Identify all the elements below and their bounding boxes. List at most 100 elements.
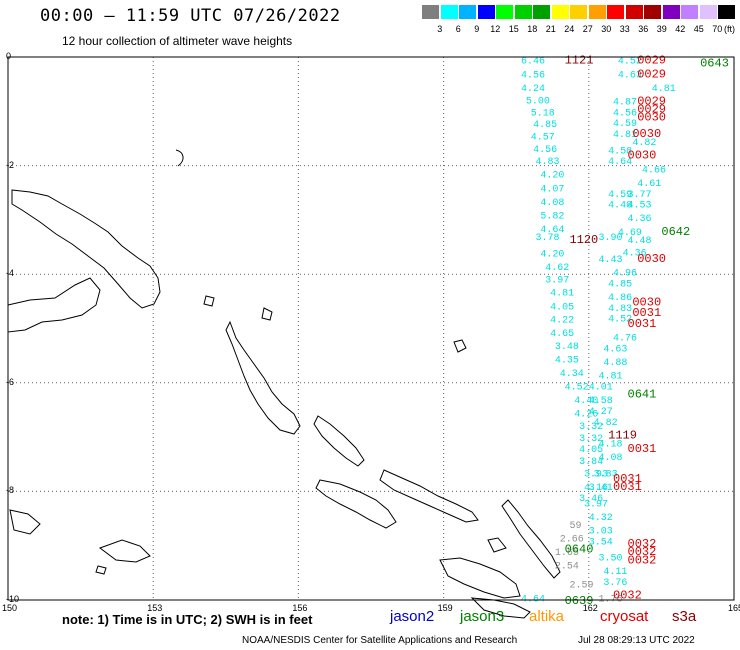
swh-value: 4.11 <box>603 567 627 578</box>
swh-value: 3.54 <box>589 537 613 548</box>
swh-value: 5.18 <box>531 108 555 119</box>
swh-value: 4.62 <box>545 263 569 274</box>
swh-value: 4.05 <box>579 445 603 456</box>
swh-value: 4.58 <box>589 396 613 407</box>
swh-value: 3.77 <box>628 190 652 201</box>
pass-time-label: 0032 <box>628 553 657 567</box>
swh-value: 4.57 <box>531 133 555 144</box>
coastline-guadalcanal <box>439 557 521 599</box>
coastline-small-2 <box>261 307 273 321</box>
legend-jason2: jason2 <box>390 608 435 625</box>
swh-value-gray: 2.54 <box>555 562 579 573</box>
coastline-small-6 <box>95 565 107 575</box>
scale-swatch <box>607 5 624 19</box>
scale-label: 18 <box>527 24 538 34</box>
lat-tick-label: -4 <box>6 268 15 279</box>
pass-time-label: 0643 <box>700 56 729 70</box>
swh-value: 4.48 <box>608 201 632 212</box>
credit-line: NOAA/NESDIS Center for Satellite Applica… <box>242 635 518 646</box>
swh-value: 4.48 <box>628 236 652 247</box>
coastlines <box>7 149 561 619</box>
swh-value: 4.34 <box>560 369 584 380</box>
swh-value: 4.07 <box>540 184 564 195</box>
pass-time-label: 0642 <box>661 225 690 239</box>
swh-value: 4.64 <box>540 225 564 236</box>
scale-swatch <box>459 5 476 19</box>
pass-time-label: 0030 <box>632 127 661 141</box>
swh-value: 4.53 <box>628 201 652 212</box>
swh-value-gray: 59 <box>569 521 581 532</box>
scale-label: 30 <box>601 24 612 34</box>
scale-swatch <box>699 5 717 19</box>
swh-value: 4.81 <box>598 372 622 383</box>
scale-swatch <box>662 5 680 19</box>
swh-value: 4.87 <box>613 97 637 108</box>
scale-swatch <box>496 5 513 19</box>
scale-swatch <box>644 5 661 19</box>
swh-value: 4.32 <box>589 513 613 524</box>
swh-value: 4.59 <box>608 190 632 201</box>
swh-value: 4.56 <box>613 108 637 119</box>
swh-value: 3.84 <box>579 457 603 468</box>
scale-label: 36 <box>638 24 649 34</box>
coastline-small-4 <box>487 537 507 553</box>
coastline-rossel <box>98 539 151 563</box>
swh-value: 4.08 <box>598 453 622 464</box>
coastline-santa-isabel <box>379 469 479 523</box>
swh-value: 4.20 <box>540 249 564 260</box>
swh-value: 4.83 <box>536 157 560 168</box>
generated-timestamp: Jul 28 08:29:13 UTC 2022 <box>578 635 695 646</box>
swh-value-gray: 2.66 <box>560 535 584 546</box>
coastline-new-ireland <box>11 189 161 309</box>
swh-value: 4.40 <box>574 396 598 407</box>
swh-value: 3.50 <box>598 554 622 565</box>
swh-value: 4.20 <box>540 171 564 182</box>
lon-tick-label: 153 <box>147 603 163 613</box>
scale-swatch <box>718 5 735 19</box>
pass-time-label: 1120 <box>569 233 598 247</box>
page-title: 00:00 – 11:59 UTC 07/26/2022 <box>40 6 341 26</box>
pass-time-label: 0029 <box>637 94 666 108</box>
coastline-malaita <box>501 499 561 579</box>
lon-tick-label: 165 <box>728 603 740 613</box>
scale-label: 33 <box>619 24 630 34</box>
swh-value: 4.69 <box>618 228 642 239</box>
swh-value: 3.32 <box>579 434 603 445</box>
pass-time-label: 0030 <box>632 295 661 309</box>
swh-value: 4.81 <box>652 84 676 95</box>
swh-value-gray: 2.59 <box>569 581 593 592</box>
coastline-small-1 <box>175 149 184 167</box>
swh-value: 4.59 <box>613 119 637 130</box>
scale-swatch <box>533 5 550 19</box>
lon-tick-label: 156 <box>292 603 308 613</box>
swh-value: 4.66 <box>642 165 666 176</box>
swh-value: 4.96 <box>613 268 637 279</box>
legend-cryosat: cryosat <box>600 608 649 625</box>
swh-value: 4.61 <box>637 179 661 190</box>
swh-value: 3.03 <box>589 526 613 537</box>
swh-value: 4.43 <box>598 255 622 266</box>
swh-value: 4.52 <box>618 57 642 68</box>
scale-label: 24 <box>564 24 575 34</box>
scale-swatch <box>440 5 458 19</box>
scale-swatch <box>681 5 698 19</box>
pass-time-label: 0030 <box>637 111 666 125</box>
pass-time-label: 0029 <box>637 103 666 117</box>
scale-label: 21 <box>545 24 556 34</box>
lon-tick-label: 150 <box>2 603 18 613</box>
swh-value: 4.36 <box>623 248 647 259</box>
altimeter-observations: 6.464.564.245.005.184.854.574.564.834.20… <box>521 54 729 608</box>
swh-value: 3.97 <box>584 499 608 510</box>
swh-value: 3.46 <box>579 494 603 505</box>
swh-value: 4.81 <box>613 130 637 141</box>
pass-time-label: 0031 <box>613 480 642 494</box>
pass-time-label: 1119 <box>608 428 637 442</box>
scale-swatch <box>570 5 587 19</box>
swh-value-gray: 1.65 <box>555 548 579 559</box>
pass-time-label: 1121 <box>565 54 594 68</box>
scale-label: 9 <box>474 24 480 34</box>
swh-value: 4.22 <box>550 316 574 327</box>
coastline-new-britain <box>7 277 101 333</box>
pass-time-label: 0031 <box>628 442 657 456</box>
